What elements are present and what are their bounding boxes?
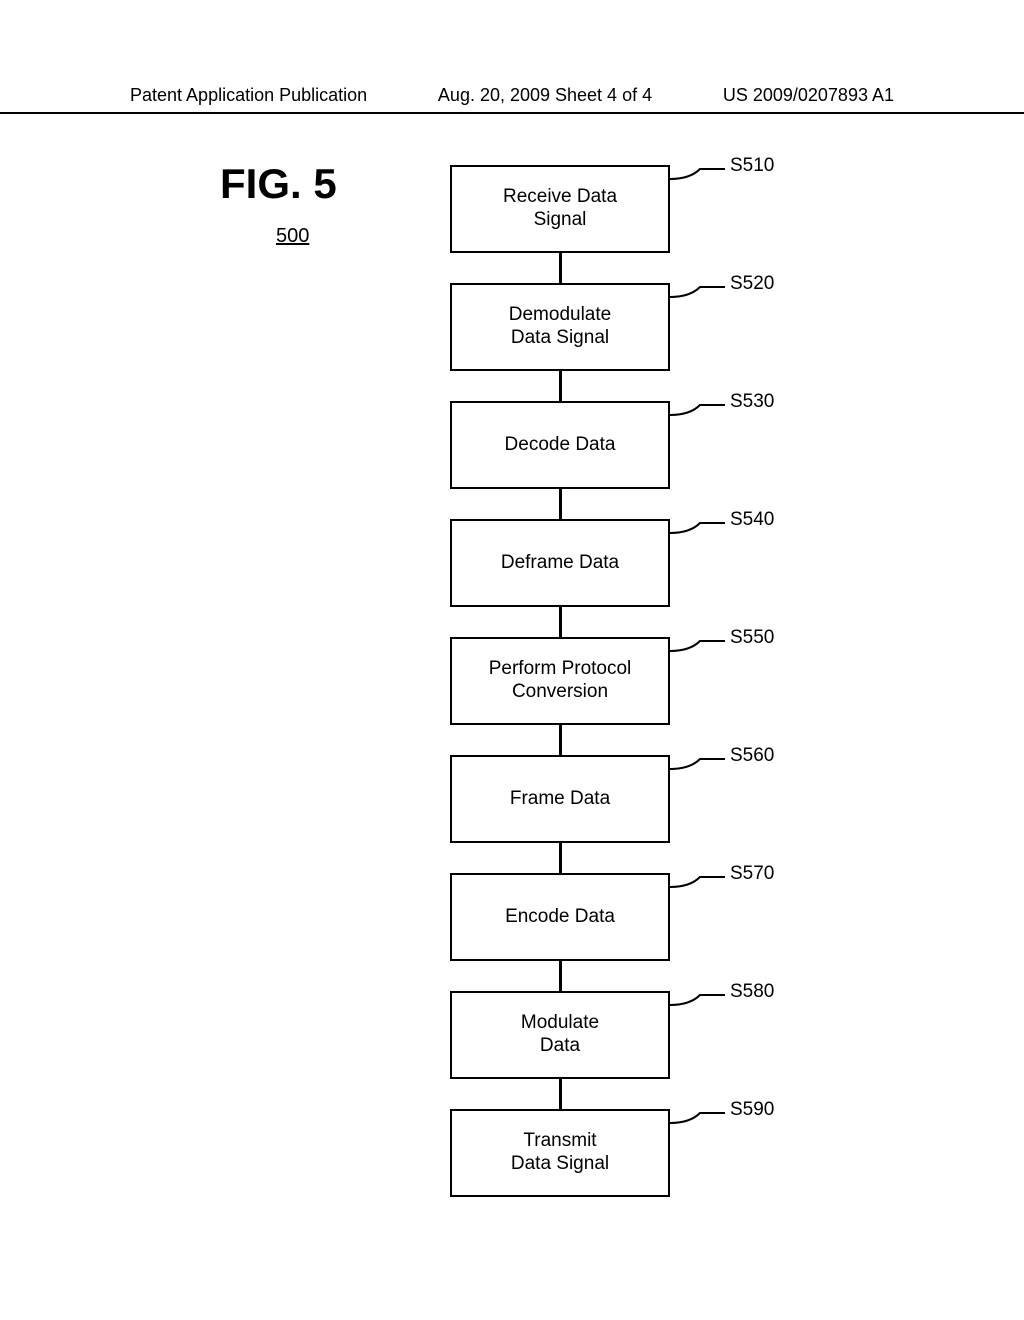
step-text-line1: Decode Data xyxy=(505,434,616,457)
step-label: S550 xyxy=(730,627,774,649)
step-box: Perform Protocol Conversion xyxy=(450,637,670,725)
step-text-line1: Encode Data xyxy=(505,906,615,929)
step-label: S570 xyxy=(730,863,774,885)
page-header: Patent Application Publication Aug. 20, … xyxy=(0,85,1024,114)
connector xyxy=(559,843,562,873)
step-s530: Decode Data S530 xyxy=(430,401,910,519)
step-label: S590 xyxy=(730,1099,774,1121)
step-label: S520 xyxy=(730,273,774,295)
connector xyxy=(559,489,562,519)
header-center: Aug. 20, 2009 Sheet 4 of 4 xyxy=(438,85,652,106)
connector xyxy=(559,961,562,991)
flowchart: Receive Data Signal S510 Demodulate Data… xyxy=(430,165,910,1197)
step-box: Frame Data xyxy=(450,755,670,843)
step-text-line2: Data Signal xyxy=(511,327,609,350)
header-right: US 2009/0207893 A1 xyxy=(723,85,894,106)
figure-number: 500 xyxy=(276,225,309,248)
step-box: Encode Data xyxy=(450,873,670,961)
connector xyxy=(559,607,562,637)
step-box: Receive Data Signal xyxy=(450,165,670,253)
step-label: S530 xyxy=(730,391,774,413)
step-s590: Transmit Data Signal S590 xyxy=(430,1109,910,1197)
figure-title: FIG. 5 xyxy=(220,160,337,208)
step-label: S510 xyxy=(730,155,774,177)
step-text-line1: Deframe Data xyxy=(501,552,619,575)
step-text-line2: Conversion xyxy=(512,681,608,704)
step-text-line2: Signal xyxy=(534,209,587,232)
step-s540: Deframe Data S540 xyxy=(430,519,910,637)
connector xyxy=(559,1079,562,1109)
step-label: S580 xyxy=(730,981,774,1003)
step-s560: Frame Data S560 xyxy=(430,755,910,873)
step-text-line1: Receive Data xyxy=(503,186,617,209)
step-box: Demodulate Data Signal xyxy=(450,283,670,371)
step-label: S560 xyxy=(730,745,774,767)
step-text-line1: Demodulate xyxy=(509,304,611,327)
step-s520: Demodulate Data Signal S520 xyxy=(430,283,910,401)
connector xyxy=(559,725,562,755)
step-label: S540 xyxy=(730,509,774,531)
connector xyxy=(559,371,562,401)
step-text-line2: Data xyxy=(540,1035,580,1058)
step-text-line1: Perform Protocol xyxy=(489,658,632,681)
step-text-line1: Modulate xyxy=(521,1012,599,1035)
step-s580: Modulate Data S580 xyxy=(430,991,910,1109)
step-box: Deframe Data xyxy=(450,519,670,607)
step-s570: Encode Data S570 xyxy=(430,873,910,991)
step-text-line1: Transmit xyxy=(523,1130,596,1153)
step-box: Modulate Data xyxy=(450,991,670,1079)
step-box: Transmit Data Signal xyxy=(450,1109,670,1197)
step-s550: Perform Protocol Conversion S550 xyxy=(430,637,910,755)
step-text-line1: Frame Data xyxy=(510,788,610,811)
step-text-line2: Data Signal xyxy=(511,1153,609,1176)
header-left: Patent Application Publication xyxy=(130,85,367,106)
step-s510: Receive Data Signal S510 xyxy=(430,165,910,283)
connector xyxy=(559,253,562,283)
step-box: Decode Data xyxy=(450,401,670,489)
